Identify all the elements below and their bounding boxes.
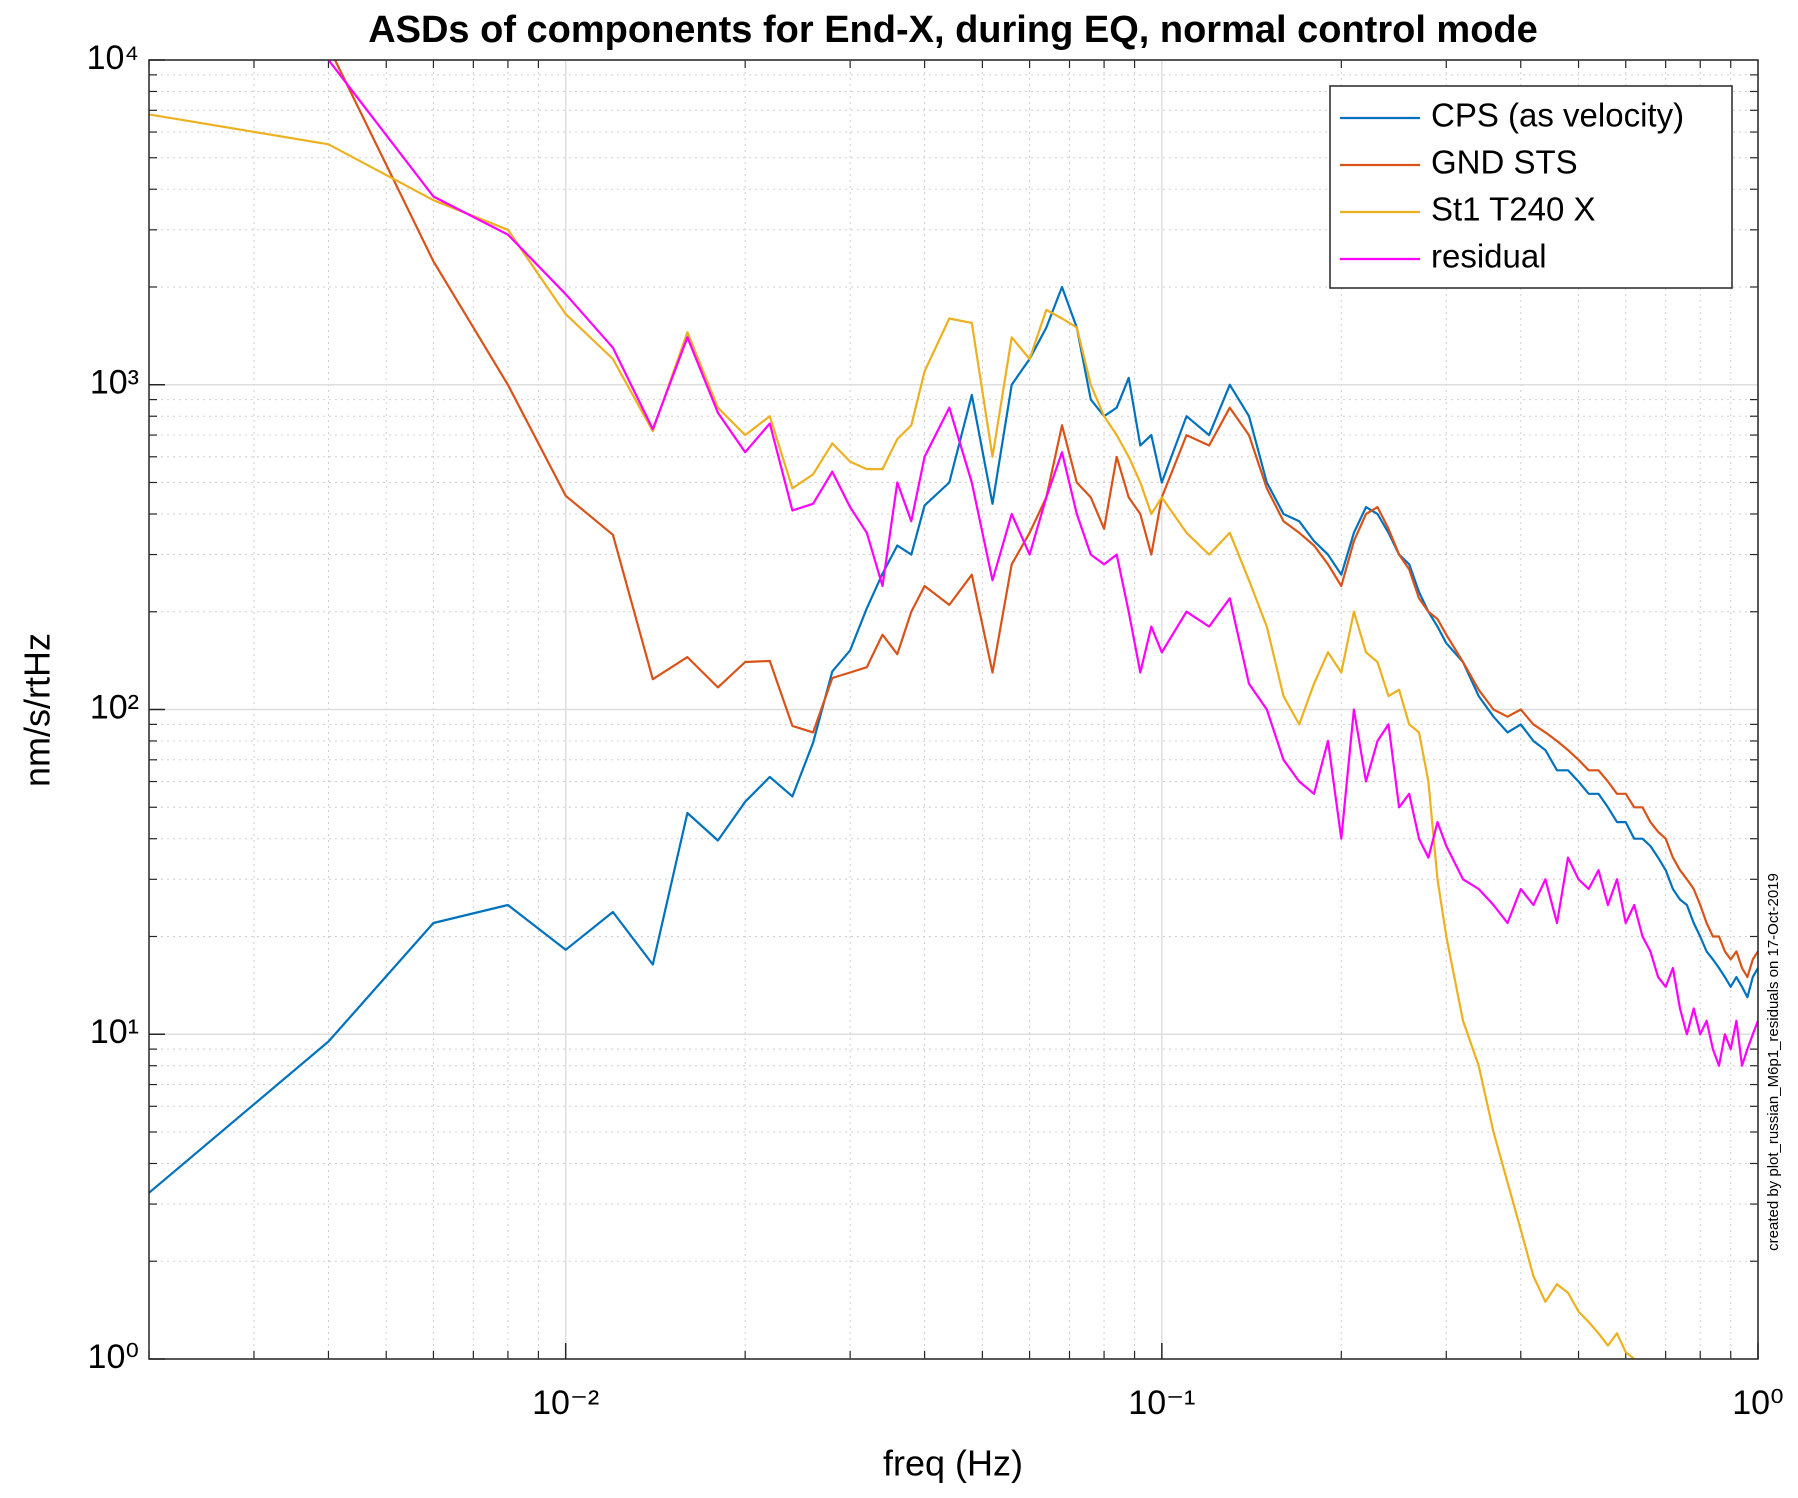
series-line: [327, 60, 1758, 1067]
chart-title: ASDs of components for End-X, during EQ,…: [368, 9, 1538, 51]
y-tick-label: 10³: [90, 364, 139, 402]
x-axis-label: freq (Hz): [883, 1443, 1023, 1484]
x-tick-label: 10⁻¹: [1128, 1384, 1195, 1422]
y-tick-label: 10⁰: [88, 1338, 139, 1376]
y-tick-label: 10⁴: [87, 39, 139, 77]
legend-label: residual: [1431, 238, 1547, 275]
x-tick-label: 10⁻²: [532, 1384, 599, 1422]
annotation: created by plot_russian_M6p1_residuals o…: [1765, 873, 1782, 1251]
series-line: [149, 113, 1635, 1359]
series-line: [149, 285, 1758, 1194]
series-line: [333, 60, 1758, 979]
y-axis-label: nm/s/rtHz: [17, 633, 58, 787]
plot-lines: [149, 60, 1758, 1359]
legend-label: St1 T240 X: [1431, 191, 1596, 228]
x-tick-label: 10⁰: [1732, 1384, 1783, 1422]
y-tick-label: 10¹: [90, 1013, 139, 1051]
legend-box: [1329, 85, 1733, 289]
legend-label: GND STS: [1431, 144, 1578, 181]
axes-box: [148, 59, 1759, 1360]
y-tick-label: 10²: [90, 688, 139, 726]
legend-label: CPS (as velocity): [1431, 97, 1684, 134]
